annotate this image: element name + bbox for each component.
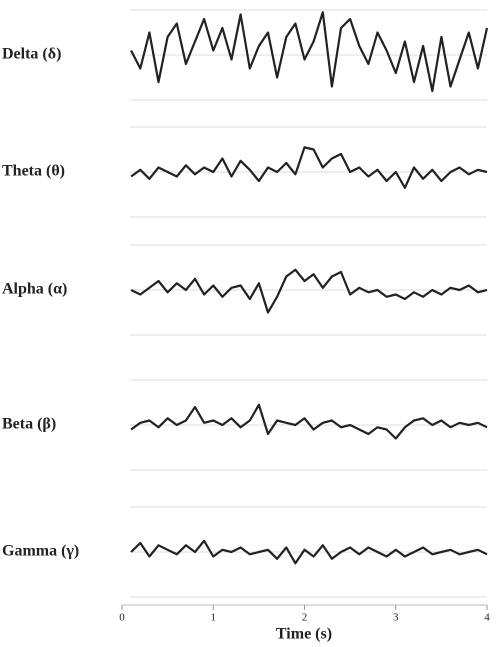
trace: [130, 403, 488, 440]
x-tick-label: 4: [484, 612, 490, 624]
series-label: Beta (β): [2, 416, 56, 433]
x-axis-label: Time (s): [276, 626, 332, 643]
trace: [130, 539, 488, 565]
x-tick-label: 3: [393, 612, 399, 624]
series-label: Gamma (γ): [2, 543, 79, 560]
series-label: Alpha (α): [2, 281, 67, 298]
series-label: Theta (θ): [2, 163, 65, 180]
x-tick-label: 0: [119, 612, 125, 624]
series-label: Delta (δ): [2, 46, 61, 63]
trace: [130, 268, 488, 314]
trace: [130, 146, 488, 189]
trace: [130, 11, 489, 93]
x-tick-label: 1: [211, 612, 217, 624]
x-tick-label: 2: [302, 612, 308, 624]
